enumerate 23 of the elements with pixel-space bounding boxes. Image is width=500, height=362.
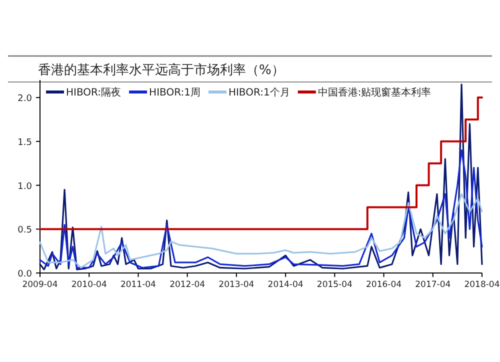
y-tick-label: 2.0	[18, 94, 32, 104]
x-tick-label: 2014-04	[268, 280, 304, 290]
x-tick-label: 2016-04	[366, 280, 402, 290]
legend-label: HIBOR:1周	[149, 88, 200, 98]
x-tick-label: 2012-04	[170, 280, 206, 290]
chart-title: 香港的基本利率水平远高于市场利率（%）	[38, 62, 284, 78]
x-tick-label: 2018-04	[464, 280, 500, 290]
x-tick-label: 2013-04	[218, 280, 254, 290]
x-tick-label: 2015-04	[316, 280, 352, 290]
y-tick-label: 0.0	[18, 270, 32, 280]
y-tick-label: 0.5	[18, 226, 32, 236]
x-tick-label: 2011-04	[120, 280, 156, 290]
x-tick-label: 2017-04	[415, 280, 451, 290]
line-series	[39, 193, 483, 269]
y-tick-label: 1.0	[18, 182, 32, 192]
legend-label: 中国香港:贴现窗基本利率	[318, 86, 432, 98]
line-series	[39, 149, 483, 269]
x-tick-label: 2010-04	[71, 280, 107, 290]
x-tick-label: 2009-04	[22, 280, 58, 290]
legend-label: HIBOR:隔夜	[66, 86, 122, 98]
y-tick-label: 1.5	[18, 138, 32, 148]
legend-label: HIBOR:1个月	[228, 86, 290, 98]
line-series	[39, 84, 483, 270]
